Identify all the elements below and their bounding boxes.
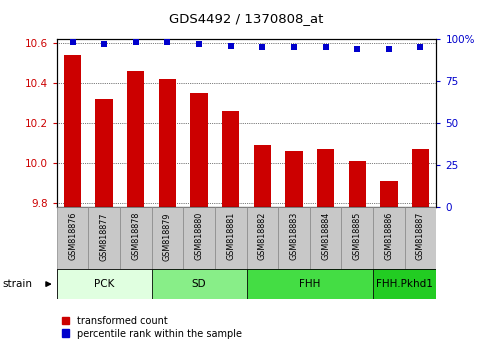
Text: GSM818880: GSM818880: [195, 212, 204, 260]
Point: [353, 46, 361, 52]
Text: GSM818879: GSM818879: [163, 212, 172, 261]
Point: [385, 46, 393, 52]
Point: [321, 45, 329, 50]
Text: GSM818886: GSM818886: [385, 212, 393, 260]
Point: [417, 45, 424, 50]
Bar: [246, 207, 278, 269]
Bar: [64, 55, 81, 207]
Bar: [152, 207, 183, 269]
Bar: [127, 71, 144, 207]
Bar: [349, 161, 366, 207]
Point: [227, 43, 235, 48]
Bar: [120, 207, 152, 269]
Bar: [183, 207, 215, 269]
Text: SD: SD: [192, 279, 207, 289]
Point: [132, 40, 140, 45]
Bar: [246, 269, 373, 299]
Bar: [285, 151, 303, 207]
Text: FHH.Pkhd1: FHH.Pkhd1: [376, 279, 433, 289]
Bar: [380, 181, 397, 207]
Legend: transformed count, percentile rank within the sample: transformed count, percentile rank withi…: [62, 316, 242, 338]
Point: [164, 40, 172, 45]
Point: [69, 40, 76, 45]
Bar: [253, 145, 271, 207]
Bar: [96, 99, 113, 207]
Text: GSM818887: GSM818887: [416, 212, 425, 261]
Text: GSM818884: GSM818884: [321, 212, 330, 260]
Bar: [310, 207, 341, 269]
Bar: [152, 269, 246, 299]
Bar: [159, 79, 176, 207]
Point: [258, 45, 266, 50]
Text: FHH: FHH: [299, 279, 320, 289]
Bar: [317, 149, 334, 207]
Bar: [57, 207, 88, 269]
Bar: [190, 93, 208, 207]
Text: strain: strain: [2, 279, 33, 289]
Bar: [222, 111, 240, 207]
Bar: [278, 207, 310, 269]
Text: GSM818883: GSM818883: [289, 212, 298, 260]
Point: [100, 41, 108, 47]
Bar: [412, 149, 429, 207]
Text: GSM818882: GSM818882: [258, 212, 267, 261]
Text: GSM818876: GSM818876: [68, 212, 77, 261]
Bar: [405, 207, 436, 269]
Text: GSM818877: GSM818877: [100, 212, 108, 261]
Bar: [215, 207, 246, 269]
Text: PCK: PCK: [94, 279, 114, 289]
Bar: [57, 269, 152, 299]
Bar: [341, 207, 373, 269]
Text: GDS4492 / 1370808_at: GDS4492 / 1370808_at: [169, 12, 324, 25]
Text: GSM818881: GSM818881: [226, 212, 235, 260]
Bar: [88, 207, 120, 269]
Point: [290, 45, 298, 50]
Text: GSM818878: GSM818878: [131, 212, 141, 261]
Bar: [373, 207, 405, 269]
Point: [195, 41, 203, 47]
Bar: [373, 269, 436, 299]
Text: GSM818885: GSM818885: [352, 212, 362, 261]
